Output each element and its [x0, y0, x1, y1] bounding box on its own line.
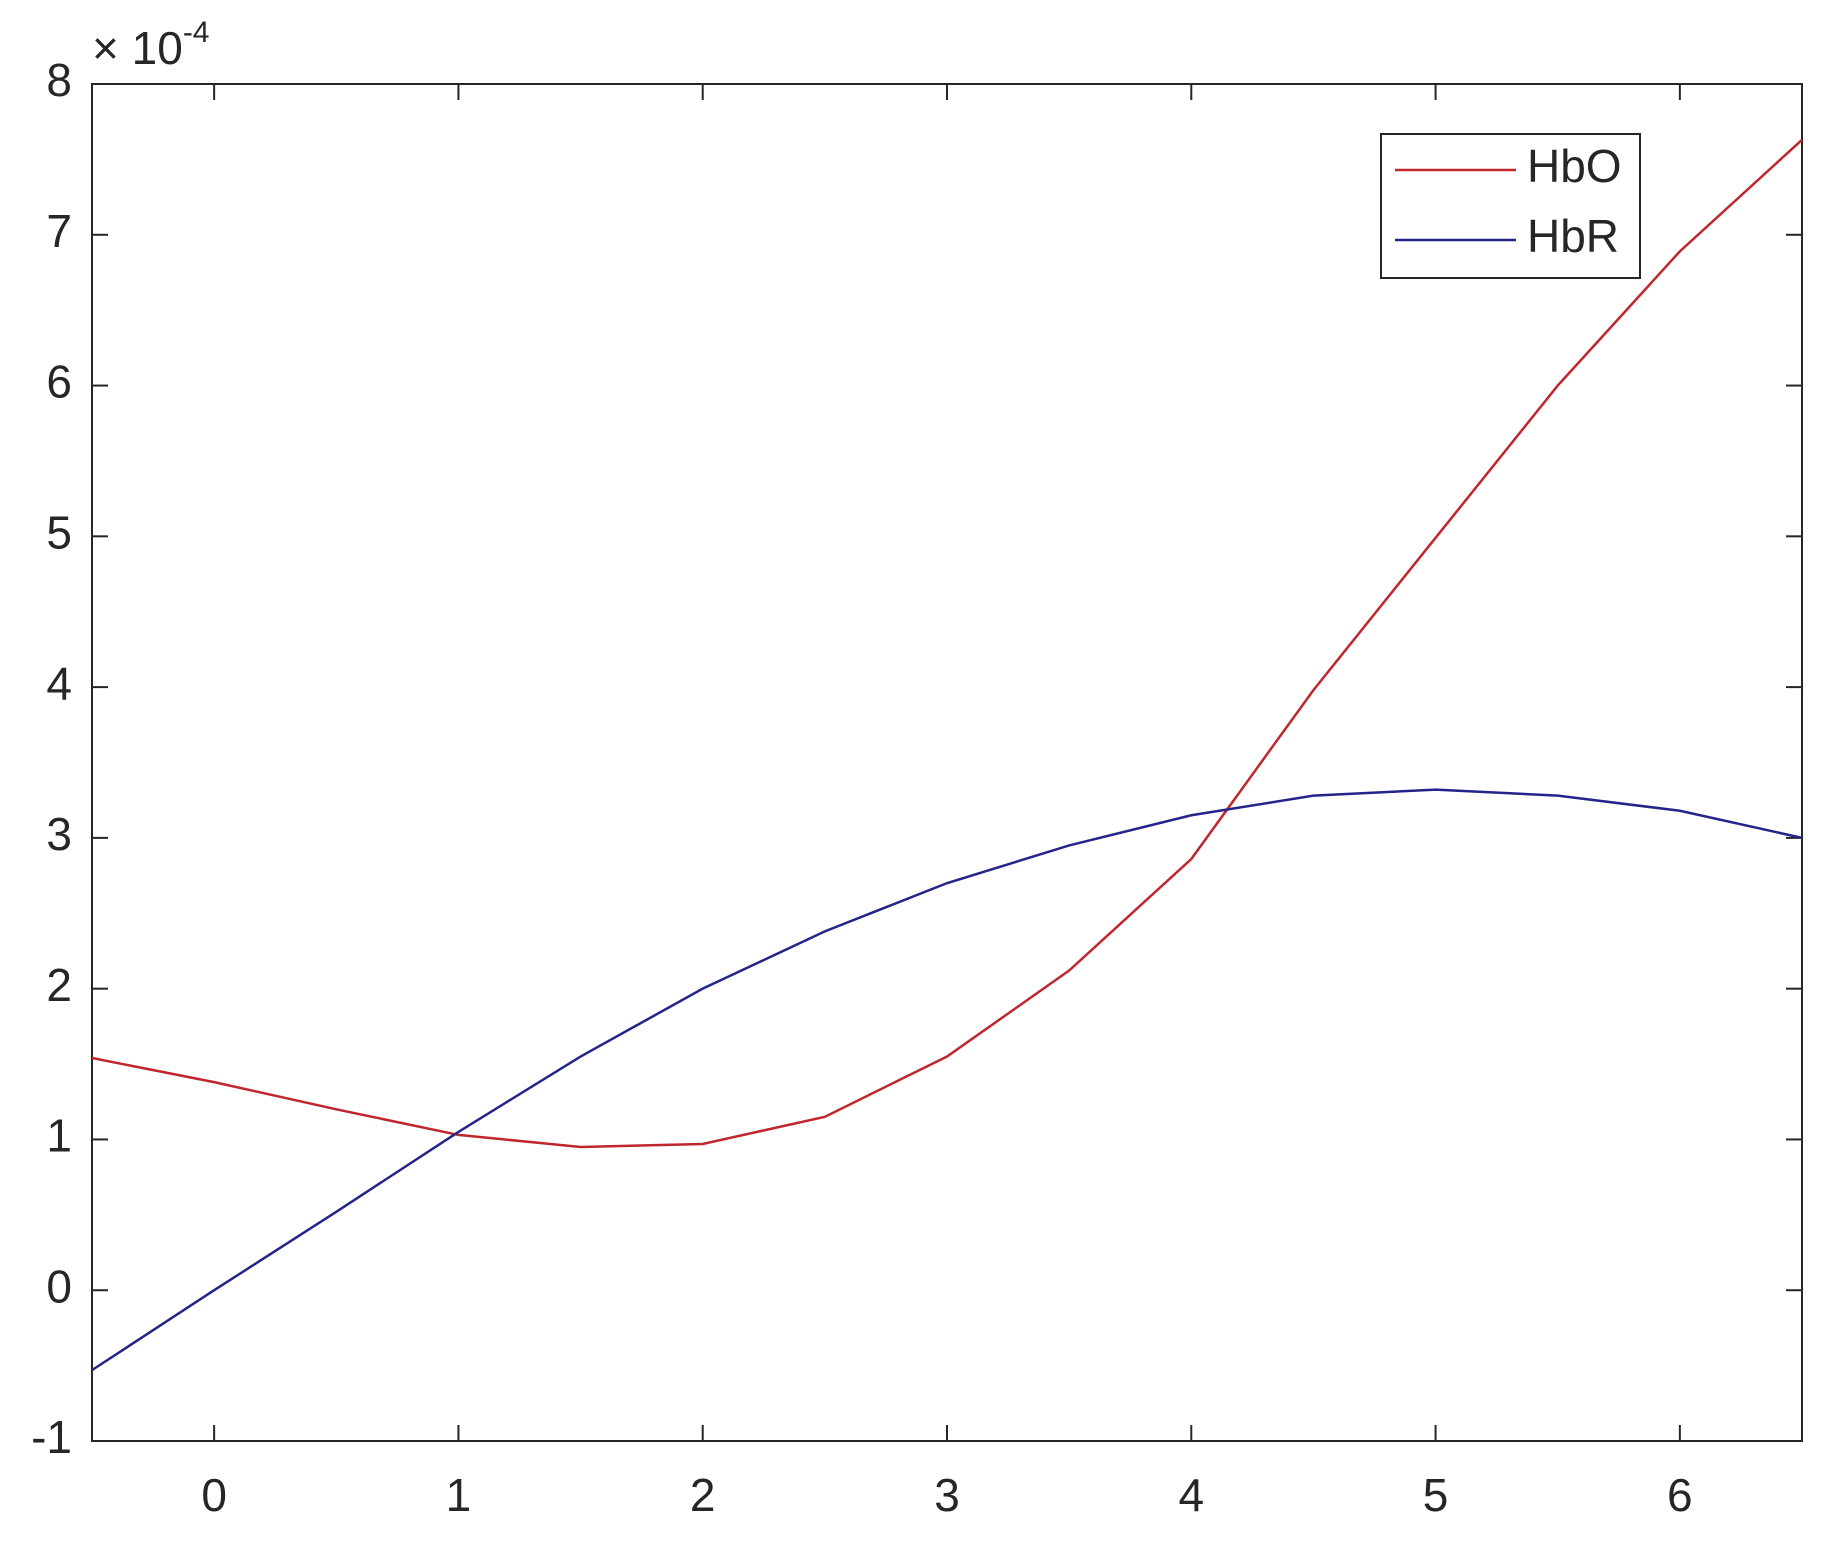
x-tick-label: 4: [1178, 1469, 1204, 1521]
y-tick-label: 0: [46, 1260, 72, 1312]
y-multiplier: × 10-4: [92, 16, 210, 74]
data-line: [91, 788, 1803, 1372]
data-line: [91, 138, 1803, 1149]
y-tick-label: 7: [46, 205, 72, 257]
legend-box: [1380, 133, 1641, 279]
x-tick-label: 5: [1423, 1469, 1449, 1521]
x-tick-label: 1: [446, 1469, 472, 1521]
x-tick-label: 2: [690, 1469, 716, 1521]
x-tick-label: 0: [201, 1469, 227, 1521]
x-tick-label: 3: [934, 1469, 960, 1521]
y-tick-label: 1: [46, 1110, 72, 1162]
legend-label: HbO: [1527, 140, 1622, 192]
y-tick-label: 4: [46, 657, 72, 709]
y-tick-label: 2: [46, 959, 72, 1011]
x-tick-label: 6: [1667, 1469, 1693, 1521]
y-tick-label: 6: [46, 356, 72, 408]
y-tick-label: 8: [46, 54, 72, 106]
y-tick-label: 5: [46, 506, 72, 558]
multiplier-base: × 10: [92, 22, 183, 74]
y-tick-label: 3: [46, 808, 72, 860]
legend-label: HbR: [1527, 210, 1619, 262]
y-tick-label: -1: [31, 1411, 72, 1463]
multiplier-exponent: -4: [183, 16, 210, 49]
